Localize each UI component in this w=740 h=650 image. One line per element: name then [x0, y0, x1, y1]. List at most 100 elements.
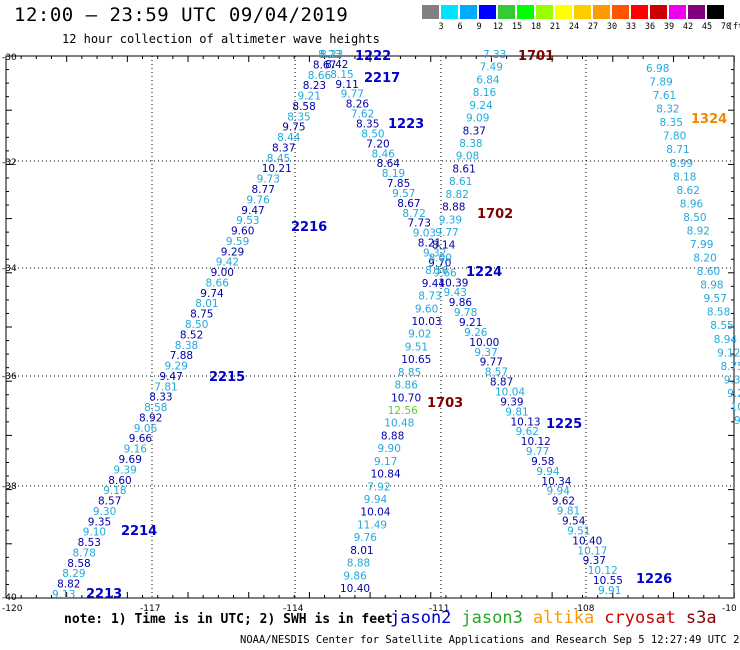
wave-height-value: 10.34: [541, 476, 571, 488]
wave-height-value: 9.76: [246, 194, 270, 206]
wave-height-value: 9.29: [221, 246, 244, 258]
pass-number-label: 1224: [466, 265, 502, 280]
wave-height-value: 9.51: [405, 341, 428, 353]
wave-height-value: 8.35: [287, 111, 310, 123]
wave-height-value: 9.70: [428, 257, 451, 269]
wave-height-value: 12.56: [388, 405, 418, 417]
wave-height-value: 7.88: [170, 350, 193, 362]
wave-height-value: 8.64: [377, 158, 401, 170]
wave-height-value: 8.52: [180, 329, 203, 341]
legend-tick-label: 21: [549, 22, 561, 32]
wave-height-value: 8.58: [144, 402, 167, 414]
wave-height-value: 8.35: [356, 119, 379, 131]
wave-height-value: 8.01: [195, 298, 218, 310]
wave-height-value: 11.49: [357, 519, 387, 531]
wave-height-value: 9.3: [724, 374, 740, 386]
wave-height-value: 8.53: [78, 537, 101, 549]
wave-height-value: 8.20: [693, 253, 716, 265]
wave-height-value: 7.99: [690, 239, 713, 251]
wave-height-value: 9.86: [343, 570, 367, 582]
wave-height-value: 8.37: [272, 143, 295, 155]
legend-swatch: [555, 5, 572, 19]
wave-height-value: 8.14: [432, 240, 456, 252]
wave-height-value: 7.49: [480, 62, 503, 74]
wave-height-value: 10.04: [495, 387, 525, 399]
legend-tick-label: 27: [587, 22, 599, 32]
legend-swatch: [707, 5, 724, 19]
pass-number-label: 2216: [291, 220, 327, 235]
wave-height-value: 8.87: [490, 377, 513, 389]
legend-swatch: [460, 5, 477, 19]
wave-height-value: 9.08: [456, 151, 479, 163]
wave-height-value: 9.29: [165, 361, 188, 373]
wave-height-value: 9.59: [226, 236, 249, 248]
wave-height-value: 8.98: [700, 280, 723, 292]
wave-height-value: 9.62: [552, 496, 575, 508]
axis-labels: -30 -32 -34 -36 -38 -40-120 -117 -114 -111 -108 -1…: [2, 53, 737, 614]
pass-number-label: 1223: [388, 117, 424, 132]
lat-lon-grid: [6, 56, 734, 598]
wave-height-value: 8.78: [73, 548, 96, 560]
wave-height-value: 8.86: [395, 380, 419, 392]
sat-cryosat-label: cryosat: [604, 608, 676, 628]
wave-height-value: 8.16: [473, 87, 497, 99]
wave-height-value: 8.99: [670, 158, 693, 170]
wave-height-value: 10.48: [384, 418, 414, 430]
wave-height-value: 10.39: [438, 277, 468, 289]
wave-height-value: 9.57: [392, 188, 415, 200]
wave-height-value: 9.53: [236, 215, 259, 227]
wave-height-value: 10.55: [593, 575, 623, 587]
wave-height-value: 9.30: [93, 506, 116, 518]
legend-swatch: [517, 5, 534, 19]
pass-number-label: 2214: [121, 524, 157, 539]
wave-height-value: 8.38: [175, 340, 198, 352]
wave-height-value: 9.02: [408, 329, 431, 341]
wave-height-value: 9.77: [526, 446, 549, 458]
wave-height-value: 8.37: [463, 125, 486, 137]
wave-height-value: 8.88: [347, 558, 370, 570]
wave-height-value: 9.69: [119, 454, 142, 466]
wave-height-value: 9.39: [500, 396, 523, 408]
wave-height-value: 8.58: [67, 558, 90, 570]
legend-tick-label: 15: [511, 22, 523, 32]
wave-height-value: 8.85: [398, 367, 421, 379]
wave-height-value: 9.81: [505, 406, 528, 418]
wave-height-value: 6.98: [646, 63, 669, 75]
wave-height-value: 9.39: [113, 464, 136, 476]
wave-height-value: 7.33: [483, 49, 506, 61]
lat-label: -40: [2, 593, 17, 603]
wave-height-value: 9.91: [598, 585, 621, 597]
wave-height-value: 8.45: [267, 153, 290, 165]
wave-height-value: 8.23: [318, 49, 341, 61]
legend-tick-label: 70: [720, 22, 732, 32]
legend-swatch: [650, 5, 667, 19]
wave-height-value: 10.13: [511, 416, 541, 428]
wave-height-value: 9.81: [557, 506, 580, 518]
wave-height-value: 8.62: [677, 185, 700, 197]
lon-label: -10: [722, 604, 737, 614]
wave-height-value: 9.09: [466, 113, 489, 125]
wave-height-value: 9.32: [423, 248, 446, 260]
wave-height-value: 7.89: [649, 77, 672, 89]
wave-height-value: 7.85: [387, 178, 410, 190]
wave-height-value: 10.40: [340, 583, 370, 595]
pass-number-label: 2215: [209, 370, 245, 385]
sat-altika-label: altika: [532, 608, 595, 628]
wave-height-value: 8.96: [680, 198, 704, 210]
wave-height-value: 9.66: [433, 267, 457, 279]
wave-height-value: 9.00: [211, 267, 234, 279]
wave-height-value: 10.84: [371, 469, 401, 481]
wave-height-value: 8.67: [397, 198, 420, 210]
legend-swatch: [536, 5, 553, 19]
wave-height-value: 9.94: [364, 494, 388, 506]
wave-height-value: 8.19: [382, 168, 405, 180]
wave-height-value: 9.43: [444, 287, 467, 299]
lon-label: -108: [574, 604, 595, 614]
wave-height-value: 10.: [731, 402, 740, 414]
wave-height-value: 8.01: [350, 545, 373, 557]
wave-height-value: 8.75: [190, 309, 213, 321]
wave-height-value: 8.44: [277, 132, 301, 144]
map-subtitle: 12 hour collection of altimeter wave hei…: [62, 32, 380, 46]
wave-height-value: 9.77: [341, 89, 364, 101]
